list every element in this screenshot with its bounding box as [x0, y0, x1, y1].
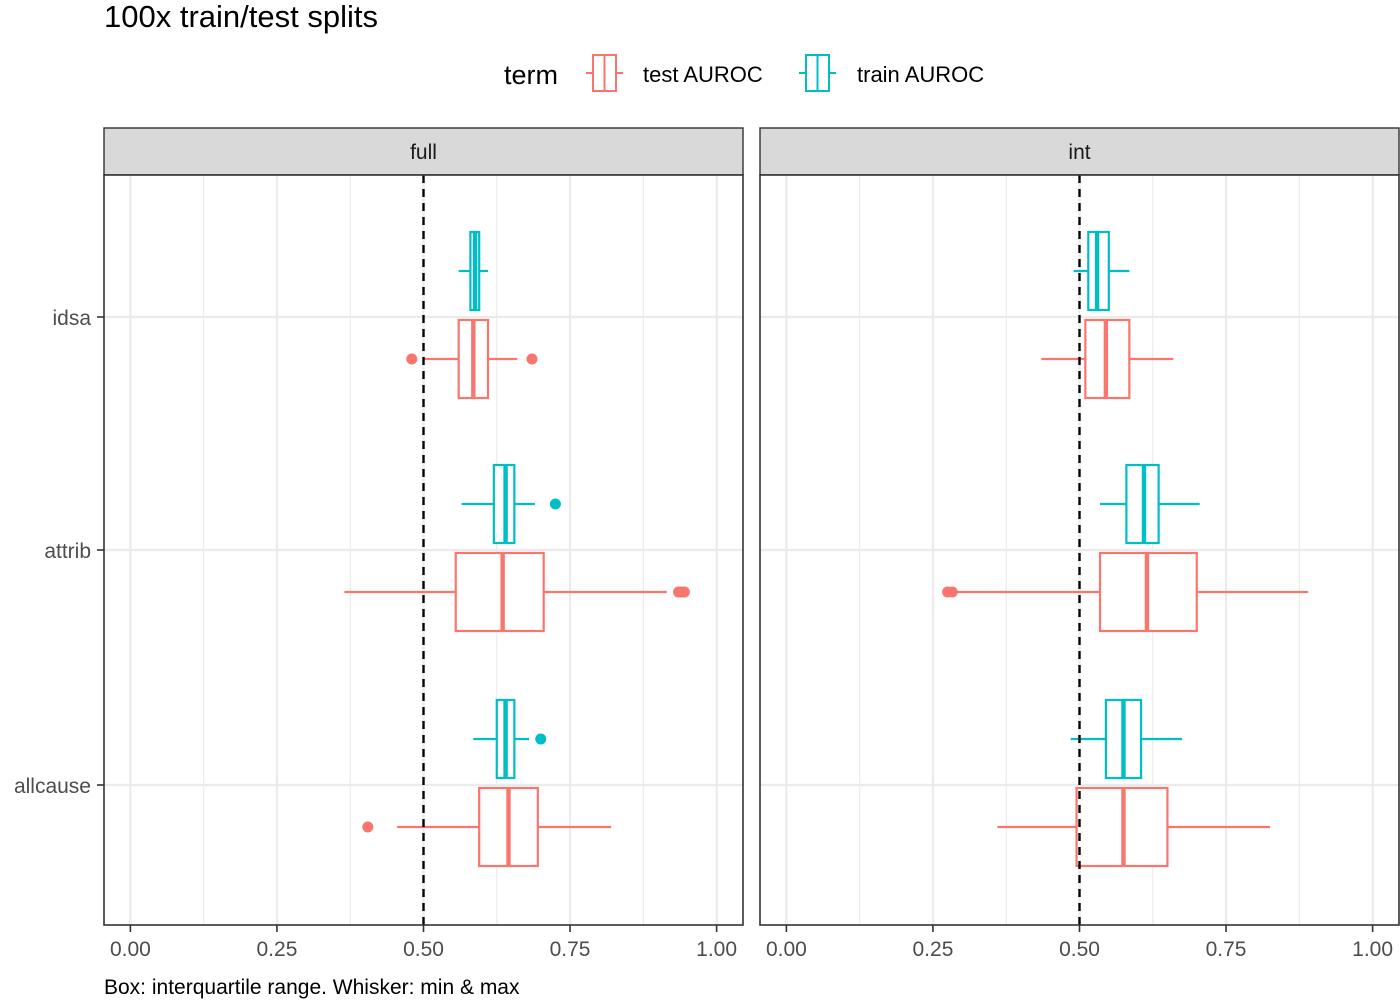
outlier-point [362, 821, 374, 833]
y-tick-label-allcause: allcause [14, 775, 91, 798]
y-tick-label-idsa: idsa [52, 307, 91, 330]
box-int-test-idsa [1041, 318, 1174, 400]
facet-label-full: full [410, 141, 437, 164]
x-tick-label: 1.00 [696, 938, 737, 961]
box-full-train-allcause [473, 698, 547, 780]
legend: term test AUROC train AUROC [504, 54, 984, 92]
box-int-test-allcause [997, 786, 1271, 868]
facet-label-int: int [1068, 141, 1090, 164]
x-tick-label: 0.75 [550, 938, 591, 961]
box-full-test-attrib [344, 551, 690, 633]
legend-key-train [799, 54, 836, 92]
box-full-train-attrib [461, 463, 561, 545]
outlier-point [535, 733, 547, 745]
x-tick-label: 0.00 [110, 938, 151, 961]
facet-panels: full 0.00 0.25 0.50 0.75 1.00 idsa attrib allcau… [14, 127, 1400, 961]
chart-title: 100x train/test splits [104, 0, 378, 34]
x-tick-label: 0.50 [1059, 938, 1100, 961]
facet-strip-full [103, 127, 744, 176]
outlier-point [549, 498, 561, 510]
x-tick-label: 0.50 [403, 938, 444, 961]
outlier-point [526, 353, 538, 365]
x-tick-label: 0.25 [257, 938, 298, 961]
y-tick-label-attrib: attrib [44, 540, 91, 563]
facet-panel-int: int 0.00 0.25 0.50 0.75 1.00 [759, 127, 1400, 961]
outlier-point [406, 353, 418, 365]
box-full-test-idsa [406, 318, 538, 400]
x-tick-label: 1.00 [1352, 938, 1393, 961]
legend-label-train: train AUROC [857, 62, 984, 87]
box-int-train-attrib [1100, 463, 1200, 545]
legend-label-test: test AUROC [643, 62, 763, 87]
box-full-train-idsa [458, 230, 488, 312]
outlier-point [678, 586, 690, 598]
legend-title: term [504, 60, 558, 90]
iqr-box [454, 551, 545, 633]
facet-panel-full: full 0.00 0.25 0.50 0.75 1.00 idsa attrib allcau… [14, 127, 744, 961]
x-tick-label: 0.25 [913, 938, 954, 961]
box-int-train-idsa [1073, 230, 1130, 312]
outlier-point [946, 586, 958, 598]
box-full-test-allcause [362, 786, 612, 868]
box-int-train-allcause [1070, 698, 1183, 780]
chart-caption: Box: interquartile range. Whisker: min &… [104, 976, 520, 999]
x-tick-label: 0.00 [766, 938, 807, 961]
box-int-test-attrib [942, 551, 1309, 633]
x-tick-label: 0.75 [1206, 938, 1247, 961]
legend-key-test [586, 54, 623, 92]
